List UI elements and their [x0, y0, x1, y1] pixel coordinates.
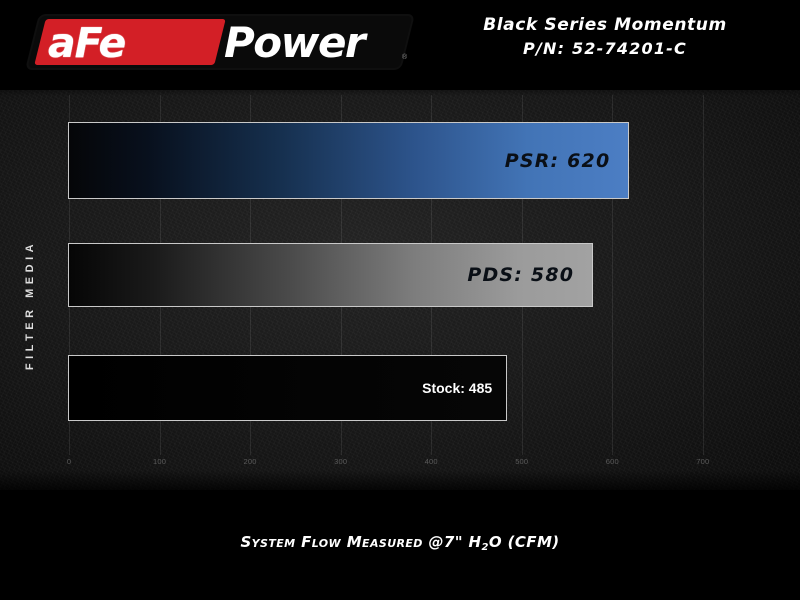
caption-suffix: O (CFM): [488, 533, 560, 551]
bar-label-stock: Stock: 485: [422, 380, 493, 396]
logo-power-text: Power: [224, 18, 366, 67]
x-tick-500: 500: [515, 457, 529, 466]
x-axis-caption: System Flow Measured @7" H2O (CFM): [0, 533, 800, 553]
registered-mark-icon: ®: [402, 54, 408, 61]
bar-label-pds: PDS: 580: [467, 264, 575, 286]
logo-afe-text: aFe: [48, 19, 126, 67]
caption-subscript: 2: [481, 542, 489, 553]
bar-pds: PDS: 580: [68, 243, 594, 307]
x-tick-700: 700: [696, 457, 710, 466]
x-axis-tick-labels: 0 100 200 300 400 500 600 700: [0, 457, 800, 471]
product-title: Black Series Momentum: [483, 15, 727, 35]
afe-power-logo: aFe Power ®: [26, 12, 418, 74]
y-axis-title: FILTER MEDIA: [24, 239, 36, 371]
bar-psr: PSR: 620: [68, 122, 630, 199]
bar-stock: Stock: 485: [68, 355, 508, 421]
part-number: P/N: 52-74201-C: [523, 39, 687, 58]
x-tick-0: 0: [66, 457, 72, 466]
x-tick-100: 100: [152, 457, 167, 466]
caption-prefix: System Flow Measured @7" H: [240, 533, 482, 551]
x-tick-300: 300: [334, 457, 348, 466]
bar-label-psr: PSR: 620: [504, 149, 611, 172]
header-title-block: Black Series Momentum P/N: 52-74201-C: [430, 14, 780, 60]
x-tick-400: 400: [424, 457, 438, 466]
x-tick-200: 200: [243, 457, 257, 466]
x-tick-600: 600: [605, 457, 619, 466]
